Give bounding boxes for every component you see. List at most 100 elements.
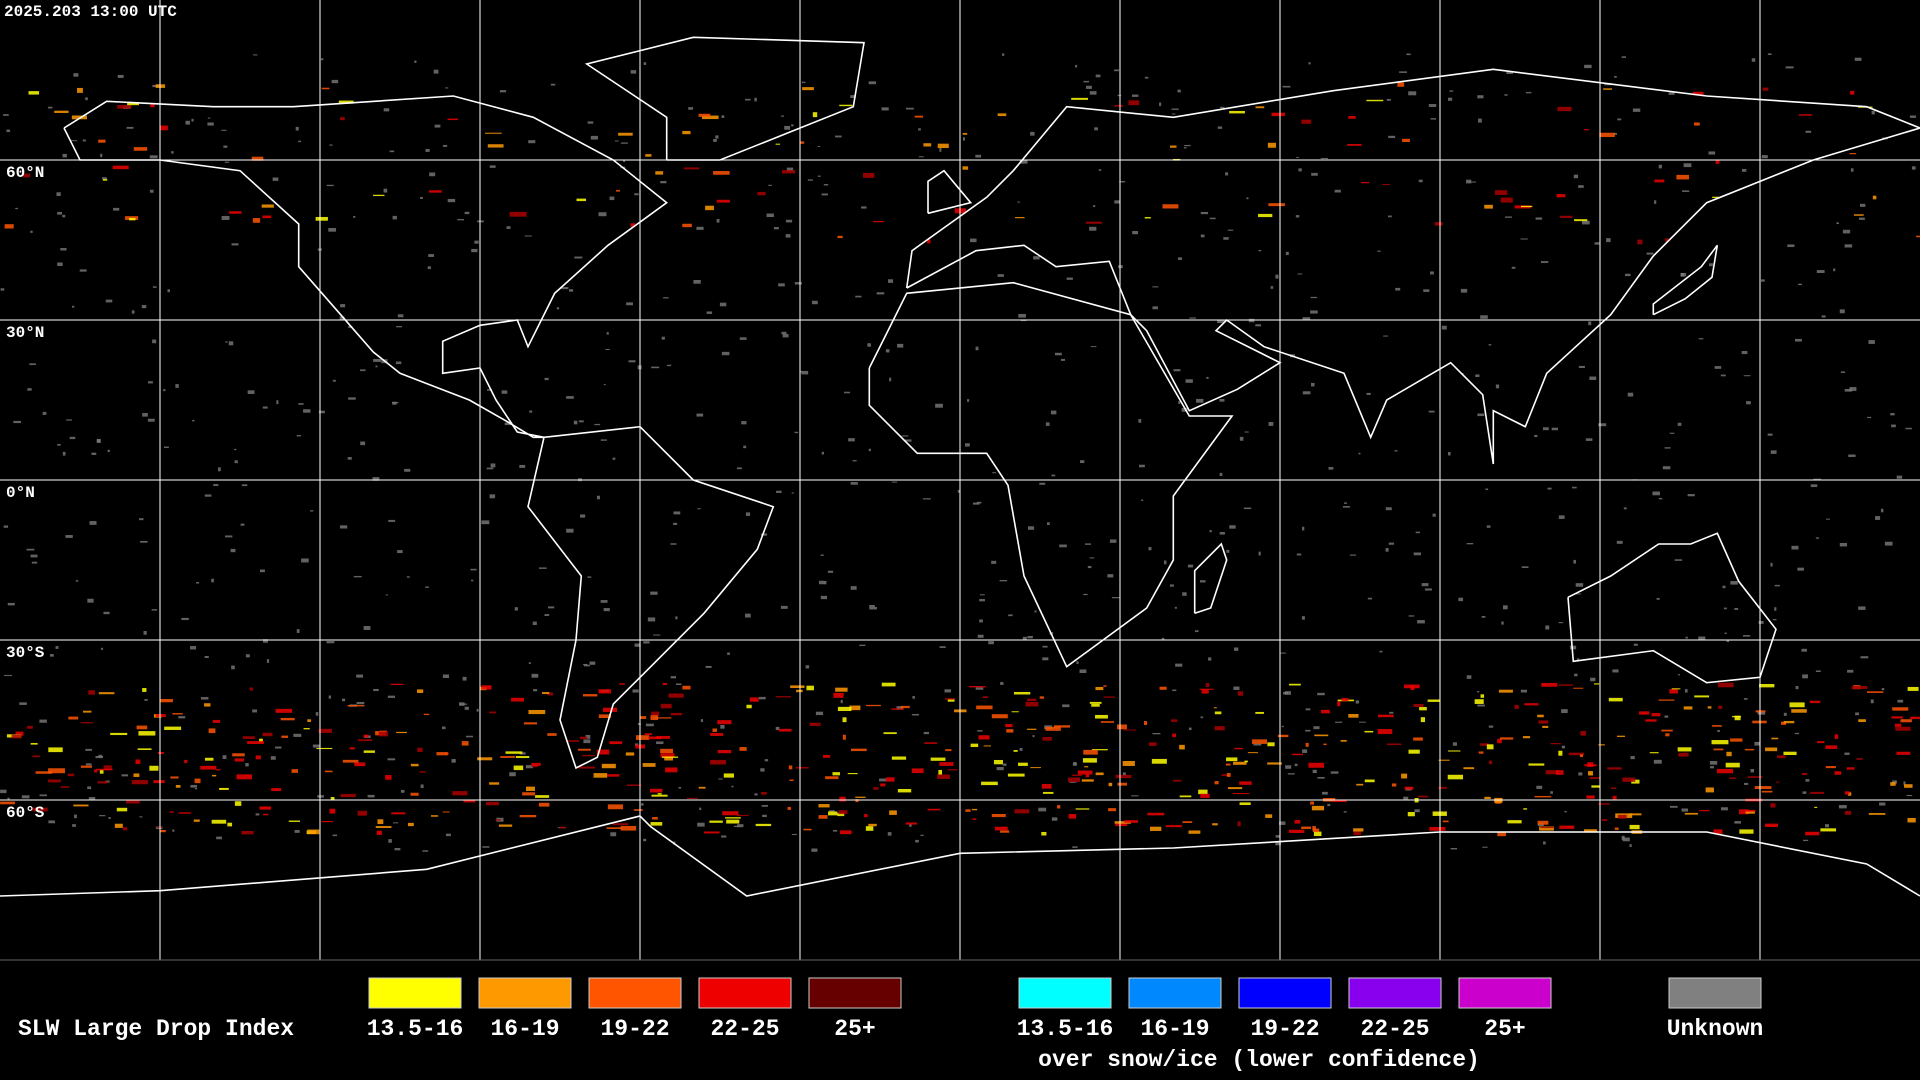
cloud-speck [1187,564,1194,568]
cloud-speck [1847,792,1852,796]
cloud-speck [357,739,373,742]
cloud-speck [1072,846,1078,848]
cloud-speck [133,147,148,151]
cloud-speck [430,815,439,817]
cloud-speck [389,150,395,153]
cloud-speck [596,749,610,755]
cloud-speck [1486,744,1494,750]
timestamp: 2025.203 13:00 UTC [4,3,177,21]
cloud-speck [291,769,299,773]
cloud-speck [1550,742,1561,745]
cloud-speck [96,438,101,443]
cloud-speck [178,812,192,815]
cloud-speck [818,815,828,819]
cloud-speck [1587,762,1594,768]
cloud-speck [1408,91,1417,96]
cloud-speck [137,748,152,750]
cloud-speck [1341,698,1349,702]
cloud-speck [99,769,104,774]
cloud-speck [222,755,227,759]
cloud-speck [1630,756,1635,760]
cloud-speck [310,510,314,512]
cloud-speck [231,665,235,670]
cloud-speck [136,725,148,730]
cloud-speck [1132,230,1139,235]
cloud-speck [675,683,682,686]
cloud-speck [1017,201,1021,203]
cloud-speck [255,755,261,760]
cloud-speck [1896,475,1903,479]
cloud-speck [587,121,594,124]
cloud-speck [785,219,793,223]
cloud-speck [603,707,618,712]
cloud-speck [110,732,128,736]
cloud-speck [79,269,87,272]
cloud-speck [339,316,345,321]
cloud-speck [1030,767,1041,769]
cloud-speck [234,460,238,464]
cloud-speck [720,725,725,729]
cloud-speck [1810,484,1818,488]
cloud-speck [1060,358,1066,361]
cloud-speck [1073,761,1077,765]
cloud-speck [215,769,221,771]
cloud-speck [247,390,255,394]
cloud-speck [1091,703,1100,707]
cloud-speck [1616,540,1623,544]
cloud-speck [1809,700,1821,704]
cloud-speck [303,728,310,730]
cloud-speck [1075,64,1078,68]
cloud-speck [1677,674,1680,676]
cloud-speck [383,108,390,112]
cloud-speck [227,822,233,827]
cloud-speck [1652,491,1660,496]
cloud-speck [1747,776,1763,778]
cloud-speck [388,519,396,522]
cloud-speck [324,770,333,773]
cloud-speck [682,685,691,690]
cloud-speck [1669,805,1678,808]
cloud-speck [0,288,5,291]
cloud-speck [838,810,848,815]
cloud-speck [1797,567,1804,571]
cloud-speck [662,682,668,686]
cloud-speck [988,641,994,645]
cloud-speck [1438,786,1447,789]
cloud-speck [341,698,346,702]
cloud-speck [1855,712,1860,716]
cloud-speck [1684,689,1688,693]
cloud-speck [1744,809,1756,812]
cloud-speck [794,282,802,285]
cloud-speck [383,188,388,193]
coastline [1567,532,1777,684]
cloud-speck [1637,239,1643,245]
cloud-field [0,53,1920,852]
cloud-speck [13,420,21,424]
cloud-speck [775,696,792,698]
cloud-speck [1791,709,1807,713]
cloud-speck [397,550,403,554]
cloud-speck [847,773,858,775]
cloud-speck [1850,168,1854,172]
cloud-speck [464,706,469,710]
cloud-speck [375,826,392,828]
cloud-speck [648,736,662,740]
cloud-speck [1169,584,1174,587]
cloud-speck [829,810,835,812]
cloud-speck [1485,488,1489,491]
cloud-speck [397,314,404,318]
cloud-speck [556,307,560,310]
cloud-speck [1275,274,1279,279]
cloud-speck [1051,474,1056,477]
cloud-speck [1538,720,1549,724]
cloud-speck [1229,525,1236,529]
cloud-speck [544,377,549,381]
cloud-speck [766,213,774,218]
cloud-speck [1839,309,1845,314]
cloud-speck [1825,766,1836,769]
cloud-speck [1761,279,1765,282]
cloud-speck [100,153,103,158]
cloud-speck [217,467,221,472]
cloud-speck [1717,682,1734,688]
cloud-speck [1163,560,1167,565]
